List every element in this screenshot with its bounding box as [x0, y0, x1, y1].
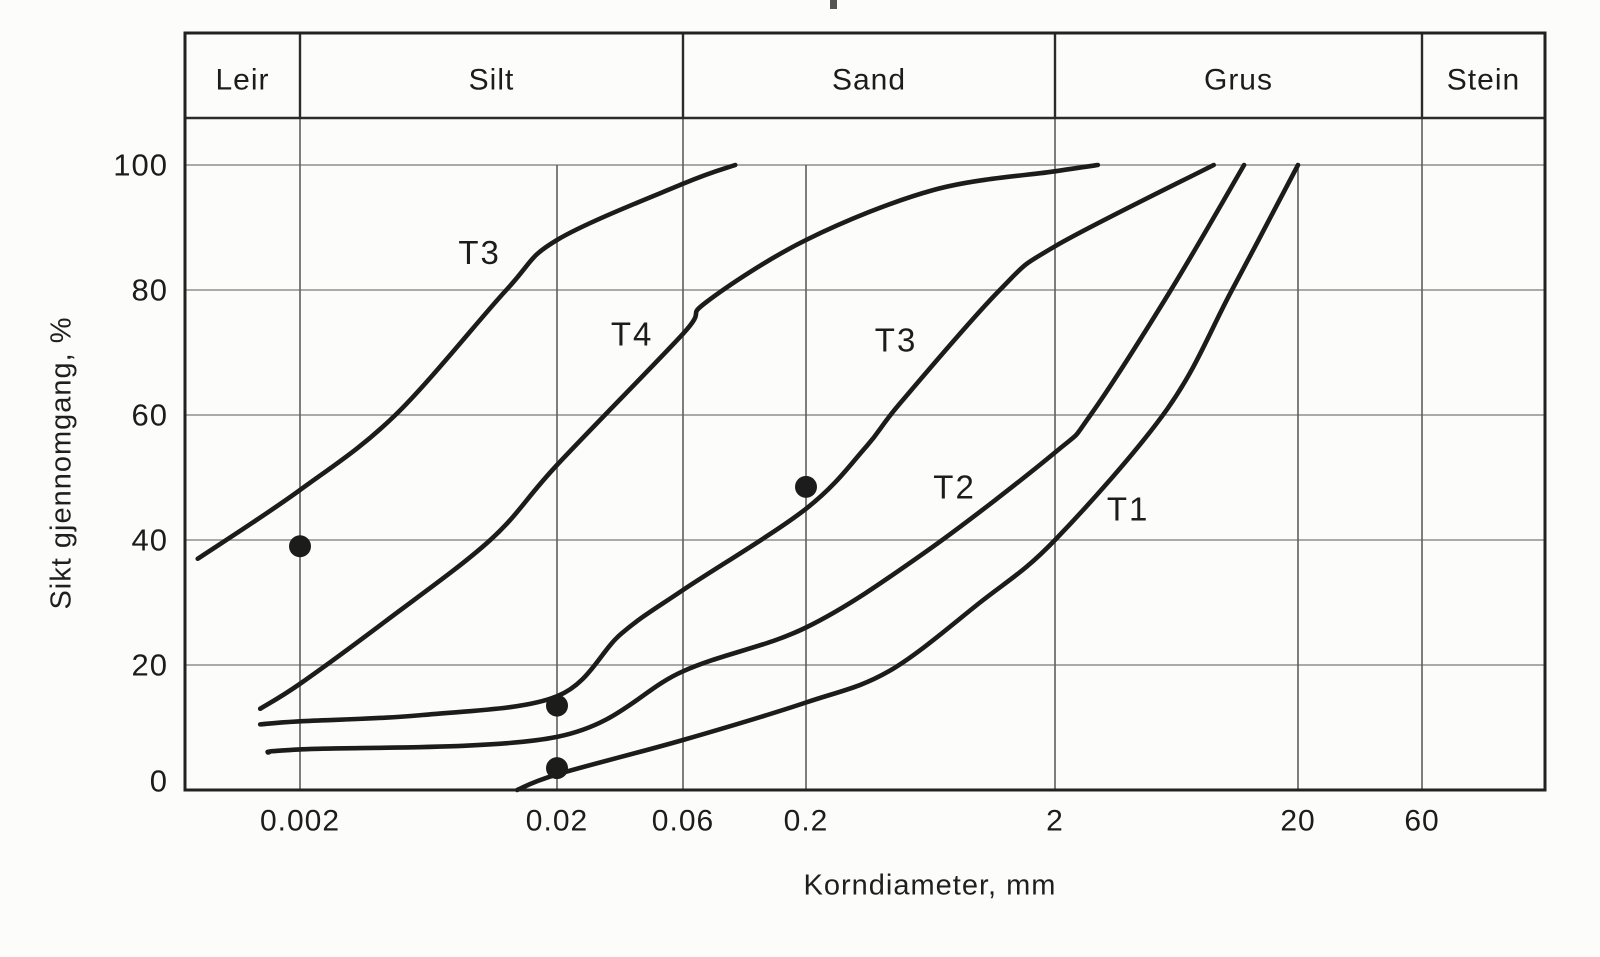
x-axis-title: Korndiameter, mm	[803, 869, 1057, 902]
data-point-3	[546, 757, 568, 780]
data-point-2	[546, 694, 568, 717]
y-tick-label-80: 80	[132, 273, 168, 308]
data-point-1	[289, 535, 311, 558]
curve-t1	[514, 162, 1301, 793]
band-label-stein: Stein	[1447, 64, 1520, 97]
x-tick-label-0.02: 0.02	[526, 805, 588, 838]
y-axis-title: Sikt gjennomgang, %	[45, 316, 78, 610]
curve-label-t3-silt: T3	[458, 234, 501, 271]
scan-artifact	[830, 0, 837, 9]
curve-label-t3-sand: T3	[875, 322, 918, 359]
band-label-silt: Silt	[469, 64, 515, 97]
y-tick-label-20: 20	[132, 648, 168, 683]
band-label-sand: Sand	[832, 64, 906, 97]
x-tick-label-0.06: 0.06	[652, 805, 714, 838]
data-point-4	[795, 475, 817, 498]
x-tick-label-0.002: 0.002	[260, 805, 340, 838]
curve-t3-sand	[257, 162, 1216, 727]
band-label-leir: Leir	[215, 64, 269, 97]
curve-label-t4: T4	[611, 315, 654, 352]
y-tick-label-60: 60	[132, 398, 168, 433]
curve-t3-silt	[195, 162, 738, 562]
y-tick-label-0: 0	[150, 764, 168, 799]
curve-t2	[265, 162, 1247, 755]
y-tick-label-100: 100	[113, 148, 168, 183]
curve-label-t2: T2	[933, 468, 976, 505]
x-tick-label-0.2: 0.2	[784, 805, 829, 838]
x-tick-label-60: 60	[1404, 805, 1439, 838]
curve-t4	[257, 162, 1101, 712]
x-tick-label-2: 2	[1046, 805, 1064, 838]
band-label-grus: Grus	[1204, 64, 1273, 97]
y-tick-label-40: 40	[132, 523, 168, 558]
x-tick-label-20: 20	[1280, 805, 1315, 838]
plot-border	[183, 31, 1547, 792]
curve-label-t1: T1	[1107, 490, 1150, 527]
